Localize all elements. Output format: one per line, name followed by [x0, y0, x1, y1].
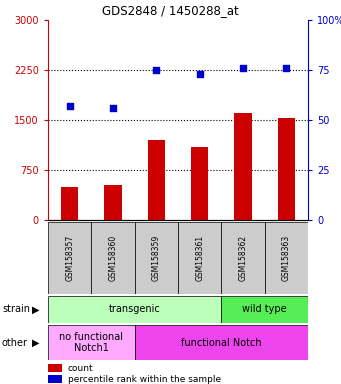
Bar	[234, 113, 252, 220]
Bar	[148, 140, 165, 220]
Bar	[61, 187, 78, 220]
Text: wild type: wild type	[242, 305, 287, 314]
Point	[284, 65, 289, 71]
Text: percentile rank within the sample: percentile rank within the sample	[68, 375, 221, 384]
Bar	[48, 375, 62, 383]
Text: functional Notch: functional Notch	[181, 338, 262, 348]
Bar	[91, 222, 135, 294]
Bar	[48, 296, 221, 323]
Point	[110, 105, 116, 111]
Point	[153, 67, 159, 73]
Text: other: other	[2, 338, 28, 348]
Text: GSM158361: GSM158361	[195, 235, 204, 281]
Bar	[135, 222, 178, 294]
Bar	[178, 222, 221, 294]
Bar	[221, 222, 265, 294]
Text: count: count	[68, 364, 93, 372]
Bar	[48, 325, 135, 360]
Point	[240, 65, 246, 71]
Text: GSM158359: GSM158359	[152, 235, 161, 281]
Text: GSM158357: GSM158357	[65, 235, 74, 281]
Bar	[191, 147, 208, 220]
Text: GSM158360: GSM158360	[108, 235, 118, 281]
Bar	[48, 364, 62, 372]
Text: GSM158362: GSM158362	[238, 235, 248, 281]
Text: strain: strain	[2, 305, 30, 314]
Text: GDS2848 / 1450288_at: GDS2848 / 1450288_at	[102, 4, 239, 17]
Bar	[104, 185, 122, 220]
Text: GSM158363: GSM158363	[282, 235, 291, 281]
Text: ▶: ▶	[32, 338, 40, 348]
Bar	[278, 118, 295, 220]
Text: no functional
Notch1: no functional Notch1	[59, 332, 123, 353]
Bar	[48, 222, 91, 294]
Point	[67, 103, 72, 109]
Text: ▶: ▶	[32, 305, 40, 314]
Bar	[135, 325, 308, 360]
Text: transgenic: transgenic	[109, 305, 161, 314]
Bar	[221, 296, 308, 323]
Bar	[265, 222, 308, 294]
Point	[197, 71, 203, 77]
